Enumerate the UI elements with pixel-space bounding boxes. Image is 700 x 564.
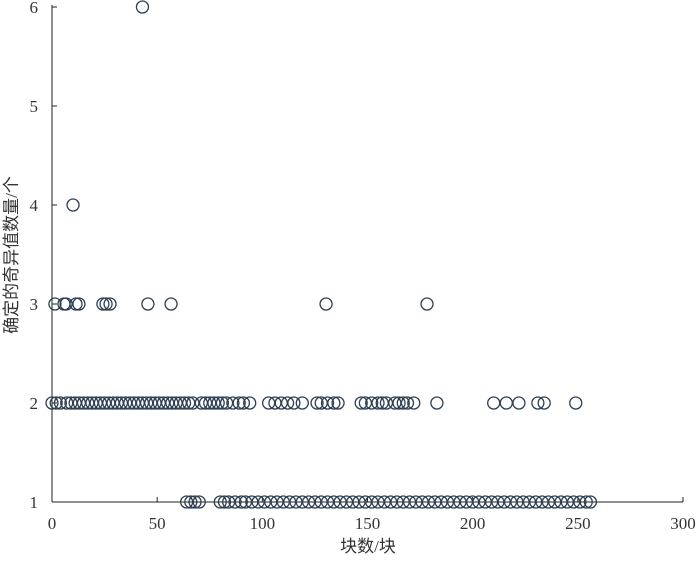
point <box>53 396 68 410</box>
point <box>400 396 415 410</box>
y-tick-label: 3 <box>30 295 39 314</box>
y-tick-label: 5 <box>30 97 39 116</box>
point <box>320 396 335 410</box>
point <box>499 396 513 410</box>
point <box>583 495 598 509</box>
point <box>331 396 345 410</box>
point <box>96 297 110 311</box>
point <box>354 396 368 410</box>
point <box>420 297 434 311</box>
point <box>184 495 198 509</box>
point <box>72 297 86 311</box>
point <box>226 396 240 410</box>
point <box>103 297 117 311</box>
point <box>232 396 246 410</box>
point <box>487 396 501 410</box>
point <box>217 495 232 509</box>
point <box>310 396 324 410</box>
x-axis-label: 块数/块 <box>340 537 396 556</box>
x-tick-label: 200 <box>460 514 486 533</box>
point <box>371 396 385 410</box>
point <box>213 495 227 509</box>
point <box>569 396 583 410</box>
x-tick-label: 100 <box>250 514 276 533</box>
point <box>573 495 587 509</box>
x-tick-label: 150 <box>355 514 381 533</box>
y-axis-label: 确定的奇异值数量/个 <box>2 176 21 334</box>
point <box>188 495 202 509</box>
point <box>135 0 150 14</box>
x-tick-label: 50 <box>149 514 166 533</box>
point <box>396 396 410 410</box>
point <box>392 396 406 410</box>
point <box>211 396 225 410</box>
y-tick-label: 6 <box>30 0 39 17</box>
y-tick-label: 1 <box>30 493 39 512</box>
y-tick-label: 4 <box>30 196 39 215</box>
point <box>280 396 295 410</box>
point <box>243 396 257 410</box>
x-tick-label: 250 <box>565 514 591 533</box>
point <box>319 297 333 311</box>
point <box>141 297 155 311</box>
point <box>99 297 113 311</box>
point <box>234 495 248 509</box>
point <box>228 495 242 509</box>
point <box>45 396 59 410</box>
x-tick-label: 300 <box>670 514 696 533</box>
point <box>59 297 73 311</box>
point <box>295 396 309 410</box>
point <box>365 396 379 410</box>
point <box>164 297 178 311</box>
point <box>49 396 63 410</box>
point <box>236 396 251 410</box>
x-tick-label: 0 <box>48 514 57 533</box>
point <box>327 396 341 410</box>
point <box>579 495 593 509</box>
point <box>192 495 206 509</box>
point <box>287 396 301 410</box>
point <box>407 396 421 410</box>
point <box>531 396 545 410</box>
point <box>430 396 444 410</box>
y-tick-label: 2 <box>30 394 39 413</box>
point <box>215 396 230 410</box>
point <box>66 198 80 212</box>
point <box>537 396 551 410</box>
point <box>512 396 526 410</box>
point <box>48 297 62 311</box>
point <box>177 396 192 410</box>
point <box>69 297 83 311</box>
